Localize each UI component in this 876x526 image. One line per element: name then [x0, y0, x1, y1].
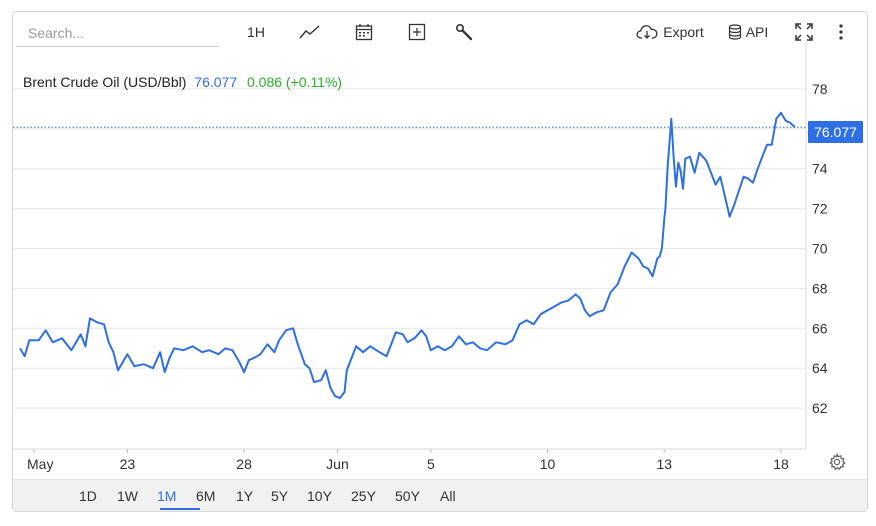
settings-gear-icon[interactable]: [828, 453, 846, 471]
x-tick-label: Jun: [326, 456, 349, 472]
x-tick-label: 10: [540, 456, 556, 472]
range-5y[interactable]: 5Y: [271, 488, 289, 504]
range-1m[interactable]: 1M: [157, 488, 177, 504]
y-tick-label: 68: [812, 280, 828, 296]
plus-box-icon: [408, 23, 426, 41]
y-tick-label: 66: [812, 320, 828, 336]
x-tick-label: May: [27, 456, 53, 472]
price-series-line: [19, 111, 796, 400]
interval-label: 1H: [247, 24, 265, 40]
last-price: 76.077: [194, 74, 238, 90]
export-button[interactable]: Export: [632, 18, 708, 46]
range-selector: 1D 1W 1M 6M 1Y 5Y 10Y 25Y 50Y All: [13, 479, 867, 511]
more-button[interactable]: [832, 18, 850, 46]
y-tick-label: 74: [812, 161, 828, 177]
y-tick-label: 72: [812, 201, 828, 217]
x-tick-label: 18: [773, 456, 789, 472]
range-25y[interactable]: 25Y: [351, 488, 376, 504]
chart-title: Brent Crude Oil (USD/Bbl) 76.077 0.086 (…: [23, 74, 342, 90]
range-50y[interactable]: 50Y: [395, 488, 420, 504]
export-label: Export: [663, 24, 704, 40]
instrument-name: Brent Crude Oil (USD/Bbl): [23, 74, 187, 90]
cloud-download-icon: [636, 25, 658, 39]
range-all[interactable]: All: [440, 488, 456, 504]
database-icon: [728, 24, 741, 40]
x-tick-label: 13: [656, 456, 672, 472]
search-input[interactable]: [16, 20, 219, 47]
interval-button[interactable]: 1H: [240, 18, 272, 46]
range-1d[interactable]: 1D: [79, 488, 97, 504]
fullscreen-icon: [795, 23, 813, 41]
range-1w[interactable]: 1W: [117, 488, 138, 504]
chart-widget: [12, 11, 868, 512]
api-label: API: [745, 24, 769, 40]
price-change: 0.086 (+0.11%): [247, 74, 343, 90]
compare-button[interactable]: [403, 18, 431, 46]
calendar-icon: [355, 24, 373, 41]
x-tick-label: 28: [236, 456, 252, 472]
y-tick-label: 78: [812, 81, 828, 97]
y-tick-label: 62: [812, 400, 828, 416]
last-price-tag: 76.077: [808, 121, 863, 143]
y-tick-label: 64: [812, 360, 828, 376]
x-tick-label: 5: [427, 456, 435, 472]
x-tick-label: 23: [120, 456, 136, 472]
range-1y[interactable]: 1Y: [236, 488, 254, 504]
active-range-underline: [160, 508, 200, 510]
line-chart-icon: [299, 25, 320, 39]
y-tick-label: 70: [812, 241, 828, 257]
range-10y[interactable]: 10Y: [307, 488, 332, 504]
fullscreen-button[interactable]: [792, 18, 816, 46]
range-6m[interactable]: 6M: [196, 488, 216, 504]
date-range-button[interactable]: [350, 18, 378, 46]
wrench-icon: [455, 23, 473, 41]
more-vert-icon: [839, 24, 843, 40]
api-button[interactable]: API: [724, 18, 772, 46]
tools-button[interactable]: [450, 18, 478, 46]
chart-type-button[interactable]: [296, 18, 324, 46]
